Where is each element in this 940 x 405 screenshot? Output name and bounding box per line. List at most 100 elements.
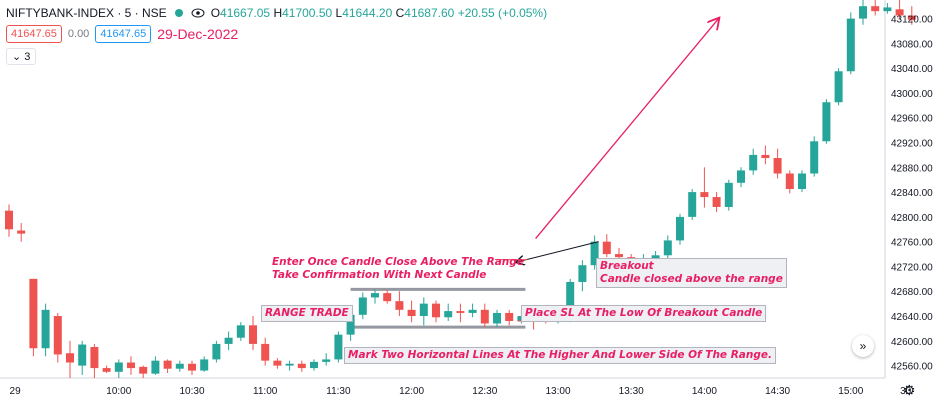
candle-body [444,311,453,318]
candles [5,0,916,378]
stop-loss-annotation: Place SL At The Low Of Breakout Candle [521,305,767,322]
candle-body [590,241,599,266]
candle-body [395,301,404,310]
breakout-pointer-arrow[interactable] [516,241,599,262]
candle [273,358,282,369]
candle-body [212,343,221,360]
candle-body [322,359,331,362]
candle-body [615,254,623,258]
candle [358,292,367,320]
candle-body [127,362,135,369]
price-tick-label: 43120.00 [891,15,933,26]
candle-body [310,361,318,369]
sell-price-button[interactable]: 41647.65 [6,25,62,43]
candle-body [712,197,721,207]
high-value: 41700.50 [282,6,333,20]
candle [480,303,489,328]
candle [737,167,745,188]
entry-annotation-line1: Enter Once Candle Close Above The Range [272,256,524,268]
candle-body [5,210,13,230]
breakout-annotation-line1: Breakout [600,260,654,272]
candle-body [749,154,758,171]
candle [285,360,294,371]
candle-body [663,240,672,256]
time-axis: 29 10:00 10:30 11:00 11:30 12:00 12:30 13:00 13:… [10,386,912,397]
symbol-name[interactable]: NIFTYBANK-INDEX · 5 · NSE [6,6,167,20]
candle [859,0,867,25]
candle-body [859,6,867,19]
buy-price-button[interactable]: 41647.65 [95,25,152,43]
candle [505,309,514,326]
date-label: 29-Dec-2022 [157,26,239,42]
indicators-toggle[interactable]: ⌄ 3 [6,48,37,65]
candle-body [346,314,355,335]
quote-row: 41647.65 0.00 41647.65 29-Dec-2022 [6,25,238,43]
candle [29,278,38,357]
candle-body [334,334,343,360]
candle [224,331,233,351]
candle [749,148,758,175]
candle [456,303,465,323]
candle-body [188,363,196,371]
candle [102,365,111,374]
candle-body [285,363,294,366]
chevron-down-icon: ⌄ [12,51,22,63]
candle-body [651,255,660,260]
time-tick-label: 12:30 [472,386,497,397]
low-label: L [335,6,343,20]
candle [175,360,184,372]
candle-body [383,293,392,302]
candle-body [78,344,87,366]
time-tick-label: 10:30 [179,386,204,397]
candle-body [114,362,123,372]
candle-body [700,192,709,198]
time-tick-label: 13:00 [545,386,570,397]
time-tick-label: 13:30 [619,386,644,397]
trend-arrow[interactable] [535,19,719,239]
candle-body [871,6,880,12]
candle-body [407,309,416,317]
eye-icon[interactable] [191,8,205,18]
candle-body [41,309,50,349]
candle [798,170,806,193]
gear-icon[interactable]: ⚙ [903,382,916,398]
candle-body [761,154,770,159]
candle-body [810,141,819,174]
time-tick-label: 10:00 [106,386,131,397]
go-to-realtime-button[interactable]: » [852,335,874,357]
candle [200,356,209,372]
candle-body [419,303,428,317]
price-tick-label: 42720.00 [891,262,933,273]
candle-body [66,353,74,363]
time-tick-label: 12:00 [399,386,424,397]
symbol-legend: NIFTYBANK-INDEX · 5 · NSE O41667.05 H417… [6,6,547,20]
spread-value: 0.00 [67,28,90,40]
price-tick-label: 42680.00 [891,287,933,298]
candle-body [846,18,855,72]
ohlc-values: O41667.05 H41700.50 L41644.20 C41687.60 … [211,6,547,20]
candle-body [29,278,38,349]
candle-body [224,337,233,344]
price-tick-label: 43080.00 [891,39,933,50]
price-axis: 43120.00 43080.00 43040.00 43000.00 42960.00… [891,15,933,373]
candle [773,148,782,179]
time-tick-label: 11:30 [326,386,351,397]
time-tick-label: 30 [900,386,912,397]
candle [17,223,26,242]
price-tick-label: 42880.00 [891,163,933,174]
candle-body [261,343,270,361]
candle-body [249,325,257,344]
candle [663,235,672,261]
price-tick-label: 43000.00 [891,89,933,100]
candle-body [200,359,209,371]
candle [53,312,62,363]
candle [371,289,379,304]
candle-body [907,15,916,20]
candle-body [822,102,831,142]
candle [846,12,855,75]
double-chevron-right-icon: » [859,339,867,353]
candle-body [358,297,367,315]
candle-body [602,241,611,255]
price-tick-label: 42840.00 [891,188,933,199]
